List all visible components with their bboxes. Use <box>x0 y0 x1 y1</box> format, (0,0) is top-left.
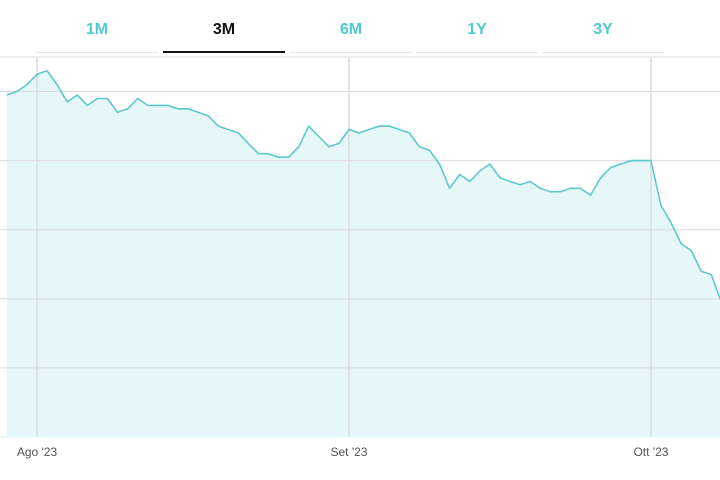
tab-1y[interactable]: 1Y <box>416 0 538 53</box>
x-tick-label-1: Set '23 <box>331 445 368 459</box>
x-tick-label-0: Ago '23 <box>17 445 58 459</box>
tab-1m[interactable]: 1M <box>36 0 158 53</box>
tab-3m[interactable]: 3M <box>163 0 285 53</box>
tab-6m[interactable]: 6M <box>290 0 412 53</box>
range-tabs: 1M 3M 6M 1Y 3Y <box>0 0 720 54</box>
area-fill <box>6 70 720 437</box>
x-tick-label-2: Ott '23 <box>633 445 668 459</box>
tab-3y[interactable]: 3Y <box>542 0 664 53</box>
series-line <box>6 70 720 301</box>
